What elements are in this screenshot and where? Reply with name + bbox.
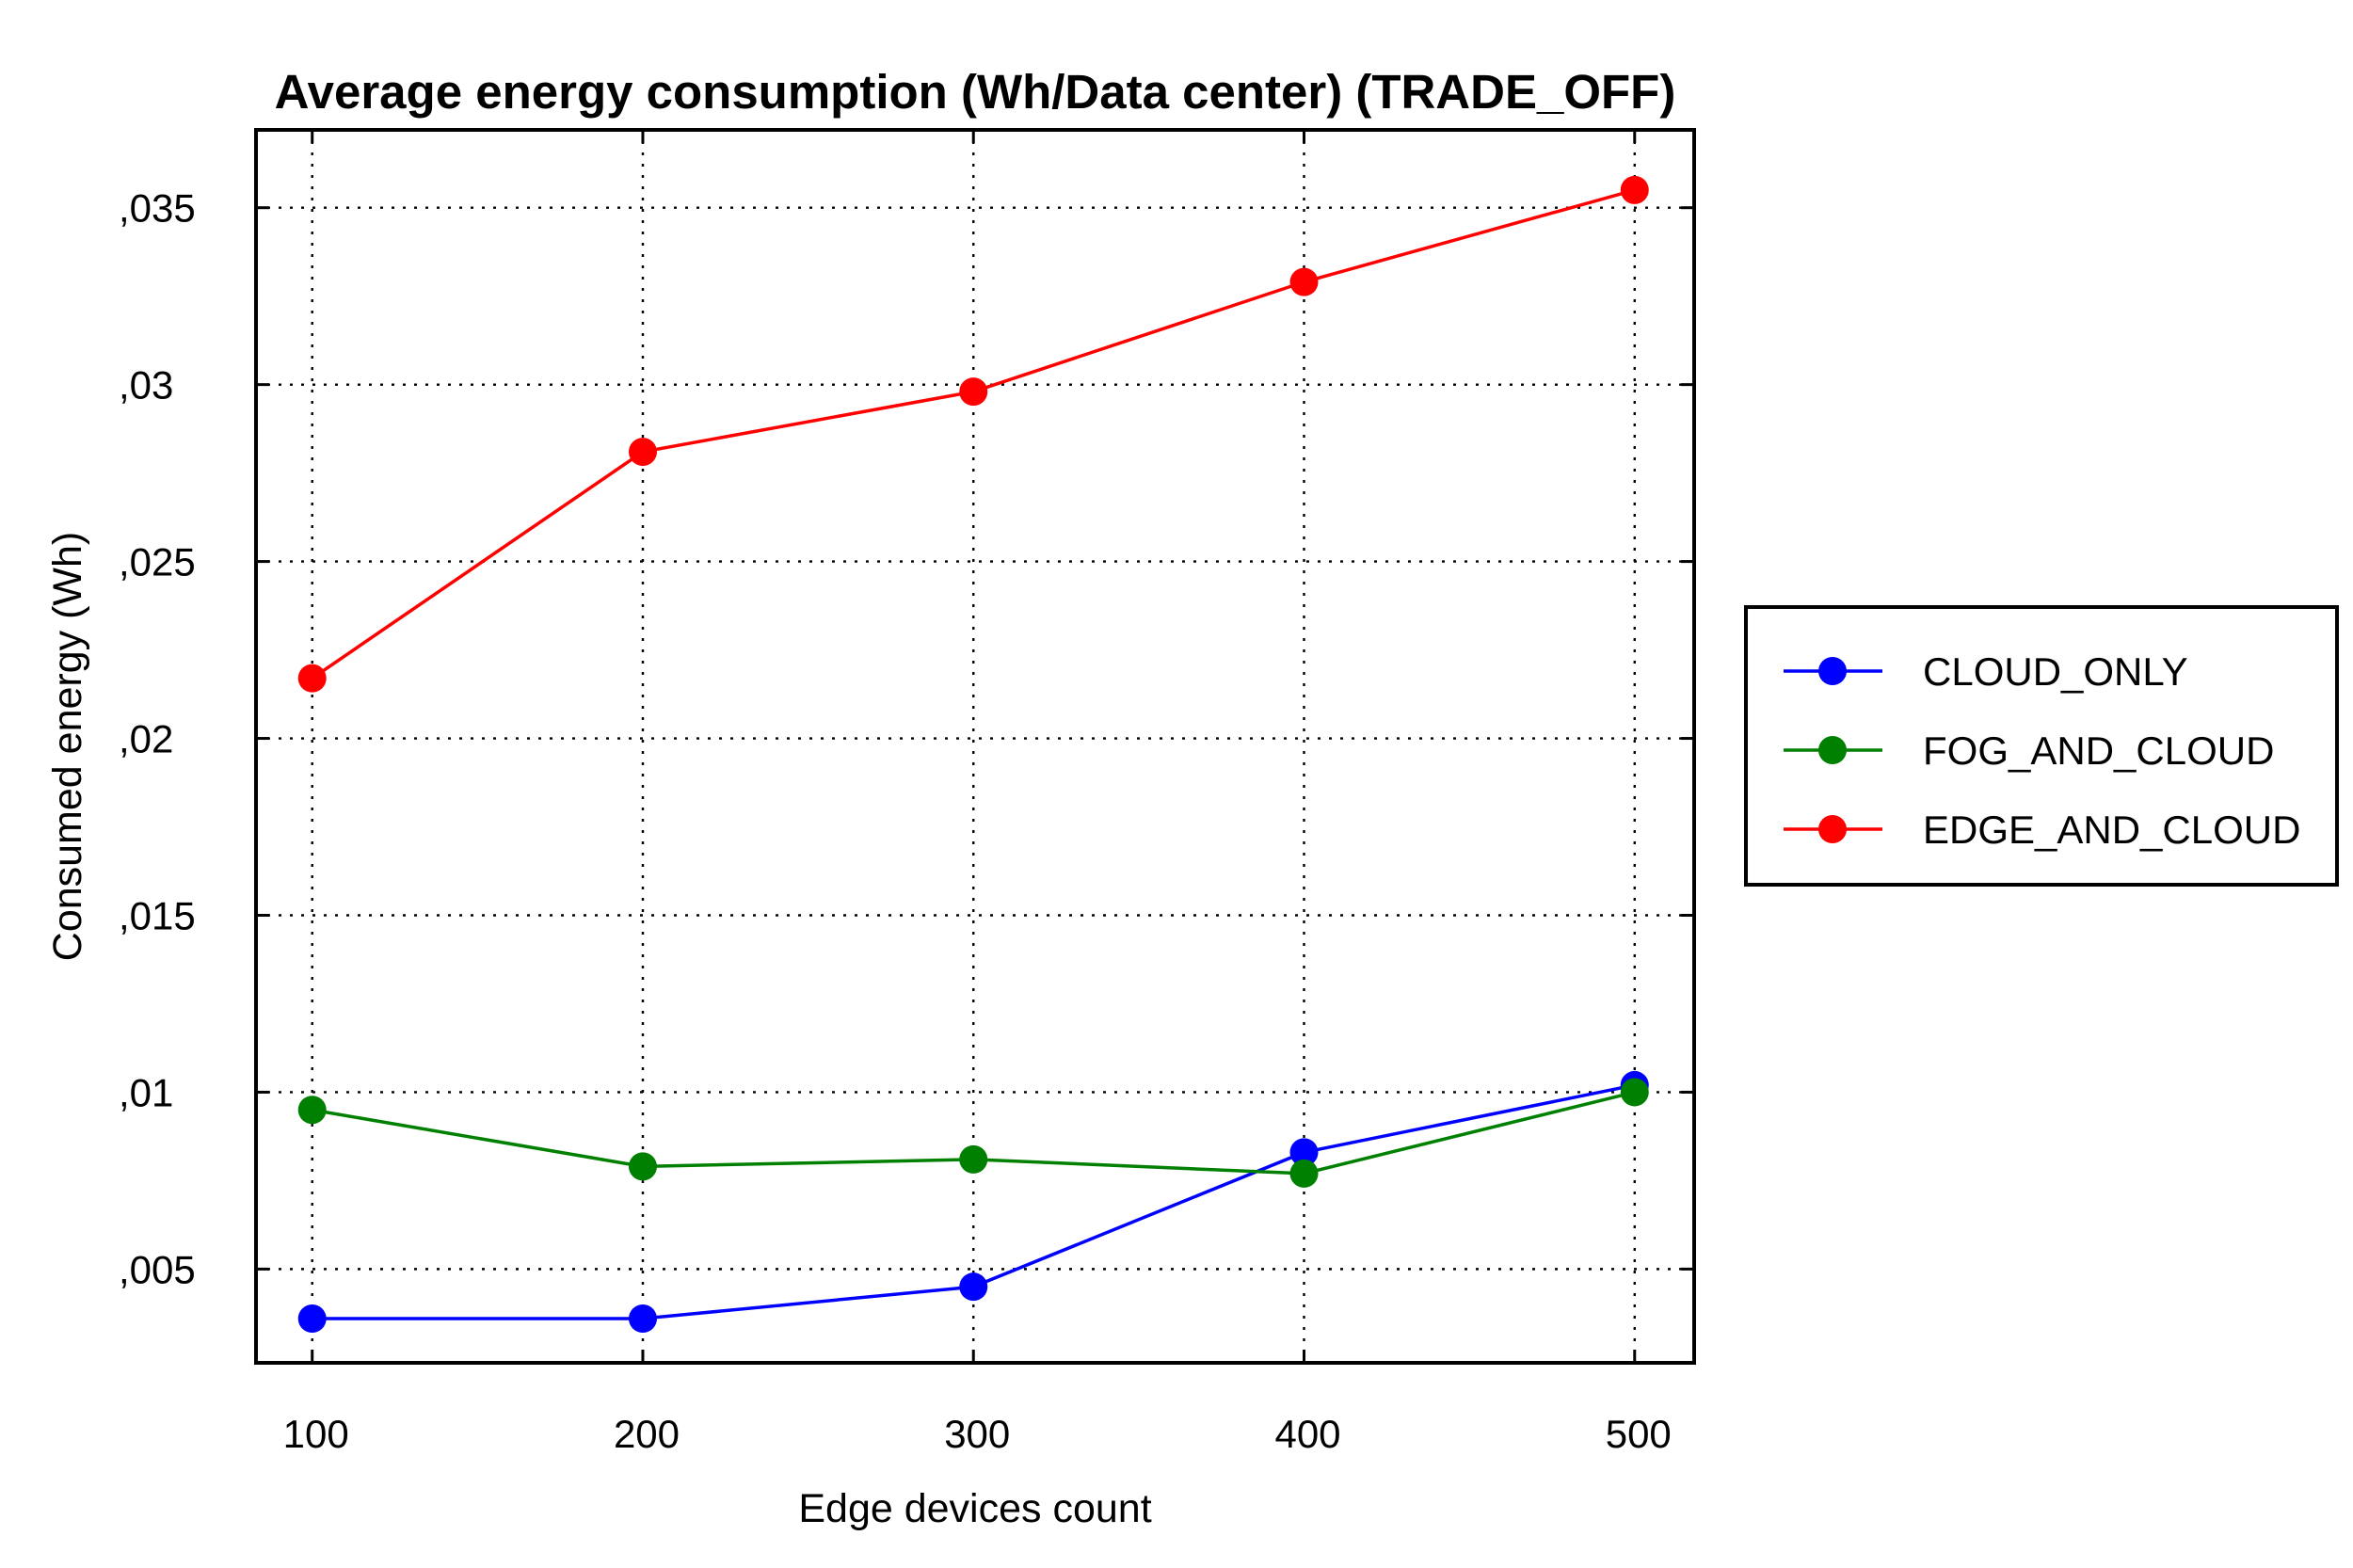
y-tick-label: ,015 bbox=[119, 893, 196, 937]
legend-entry-fog-and-cloud: FOG_AND_CLOUD bbox=[1784, 728, 2274, 773]
y-tick-label: ,03 bbox=[119, 363, 173, 408]
grid-lines bbox=[256, 130, 1694, 1363]
legend-marker bbox=[1818, 815, 1847, 843]
x-tick-label: 300 bbox=[944, 1412, 1010, 1456]
data-point bbox=[1289, 1138, 1319, 1167]
legend-marker bbox=[1818, 657, 1847, 685]
series-cloud-only bbox=[297, 1070, 1649, 1334]
y-tick-label: ,025 bbox=[119, 540, 196, 584]
data-point bbox=[1620, 1078, 1649, 1107]
y-tick-label: ,01 bbox=[119, 1070, 173, 1114]
x-axis-label: Edge devices count bbox=[798, 1486, 1151, 1531]
legend-box bbox=[1744, 605, 2339, 887]
data-point bbox=[959, 377, 988, 407]
data-point bbox=[297, 664, 327, 693]
legend-entry-cloud-only: CLOUD_ONLY bbox=[1784, 649, 2188, 694]
plot-frame bbox=[254, 128, 1696, 1365]
legend-entry-edge-and-cloud: EDGE_AND_CLOUD bbox=[1784, 808, 2300, 852]
data-point bbox=[628, 1152, 657, 1181]
data-point bbox=[959, 1272, 988, 1302]
x-tick-label: 400 bbox=[1274, 1412, 1340, 1456]
data-point bbox=[959, 1144, 988, 1174]
axis-ticks: 100 200 300 400 500 ,005 ,01 ,015 ,02 ,025 ,03 ,035 bbox=[119, 130, 1694, 1456]
series-layer bbox=[297, 175, 1649, 1334]
data-point bbox=[297, 1304, 327, 1334]
y-tick-label: ,005 bbox=[119, 1247, 196, 1291]
x-tick-label: 100 bbox=[283, 1412, 349, 1456]
legend-label: FOG_AND_CLOUD bbox=[1923, 728, 2274, 773]
legend-label: EDGE_AND_CLOUD bbox=[1923, 808, 2300, 852]
legend: CLOUD_ONLY FOG_AND_CLOUD EDGE_AND_CLOUD bbox=[1744, 605, 2339, 887]
legend-marker bbox=[1818, 736, 1847, 764]
legend-label: CLOUD_ONLY bbox=[1923, 649, 2188, 694]
data-point bbox=[628, 438, 657, 467]
data-point bbox=[628, 1304, 657, 1334]
x-tick-label: 200 bbox=[614, 1412, 680, 1456]
series-edge-and-cloud bbox=[297, 175, 1649, 693]
data-point bbox=[297, 1096, 327, 1125]
y-tick-label: ,035 bbox=[119, 186, 196, 231]
data-point bbox=[1620, 175, 1649, 204]
data-point bbox=[1289, 1159, 1319, 1188]
chart-title: Average energy consumption (Wh/Data cent… bbox=[275, 65, 1676, 119]
data-point bbox=[1289, 267, 1319, 296]
x-tick-label: 500 bbox=[1606, 1412, 1672, 1456]
y-axis-label: Consumed energy (Wh) bbox=[45, 532, 90, 961]
series-fog-and-cloud bbox=[297, 1078, 1649, 1188]
y-tick-label: ,02 bbox=[119, 717, 173, 761]
